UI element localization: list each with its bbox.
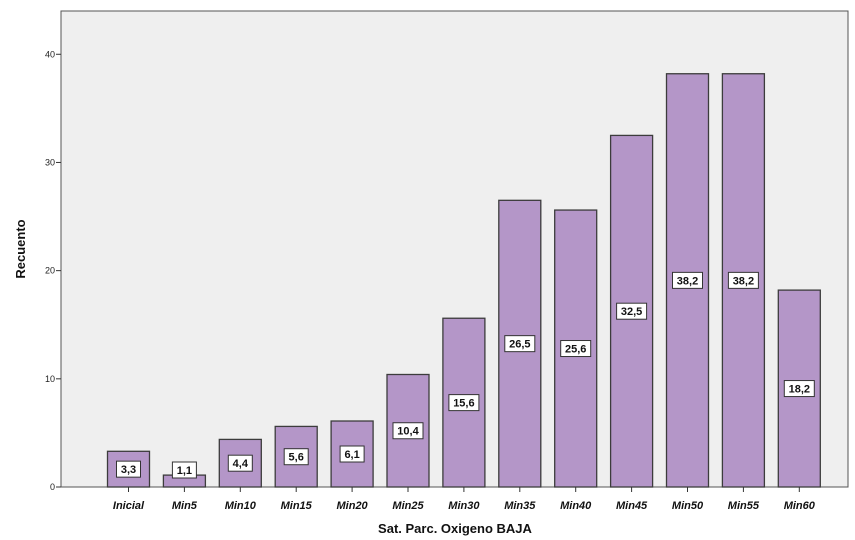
y-tick-label-30: 30 [45,157,55,167]
data-label-box-min50 [672,271,703,289]
data-label-box-min60 [783,380,815,398]
data-label-box-min5 [171,461,197,479]
data-label-box-min55 [727,271,759,289]
data-label-min35: 26,5 [509,339,530,351]
data-label-box-min40 [560,340,592,358]
y-axis-title: Recuento [13,219,28,278]
data-label-min10: 4,4 [233,458,249,470]
y-axis: 0 10 20 30 40 [45,49,61,492]
data-label-min45: 32,5 [621,306,642,318]
x-axis-title: Sat. Parc. Oxigeno BAJA [378,521,532,536]
data-label-box-min35 [504,335,536,353]
x-tick-label-min25: Min25 [392,500,424,512]
x-tick-label-min50: Min50 [672,500,704,512]
x-tick-label-min60: Min60 [784,500,816,512]
data-label-min50: 38,2 [677,275,698,287]
data-label-inicial: 3,3 [121,464,136,476]
data-label-box-min30 [448,394,480,412]
data-label-box-min45 [616,302,648,320]
y-tick-label-40: 40 [45,49,55,59]
y-tick-label-10: 10 [45,374,55,384]
data-label-min5: 1,1 [177,465,192,477]
y-tick-label-0: 0 [50,482,55,492]
bars-group: 3,3 1,1 4,4 5,6 6,1 10,4 15,6 26,5 25,6 32,5 38,2 3… [106,73,821,488]
x-axis: Inicial Min5 Min10 Min15 Min20 Min25 Min30 Min3… [113,487,816,512]
x-tick-label-min40: Min40 [560,500,592,512]
x-tick-label-min15: Min15 [281,500,313,512]
data-label-min40: 25,6 [565,344,586,356]
x-tick-label-min20: Min20 [337,500,369,512]
data-label-min55: 38,2 [733,275,754,287]
data-label-box-min10 [227,454,253,472]
data-label-box-min15 [283,448,309,466]
data-label-box-inicial [116,460,141,478]
data-label-box-min20 [339,445,365,463]
x-tick-label-min30: Min30 [448,500,480,512]
x-tick-label-min45: Min45 [616,500,648,512]
x-tick-label-min10: Min10 [225,500,257,512]
data-label-box-min25 [392,422,424,440]
x-tick-label-min55: Min55 [728,500,760,512]
x-tick-label-min5: Min5 [172,500,198,512]
data-label-min20: 6,1 [344,449,359,461]
data-label-min60: 18,2 [789,384,810,396]
data-label-min25: 10,4 [397,426,419,438]
x-tick-label-min35: Min35 [504,500,536,512]
y-tick-label-20: 20 [45,266,55,276]
x-tick-label-inicial: Inicial [113,500,145,512]
data-label-min30: 15,6 [453,398,474,410]
data-label-min15: 5,6 [289,452,304,464]
